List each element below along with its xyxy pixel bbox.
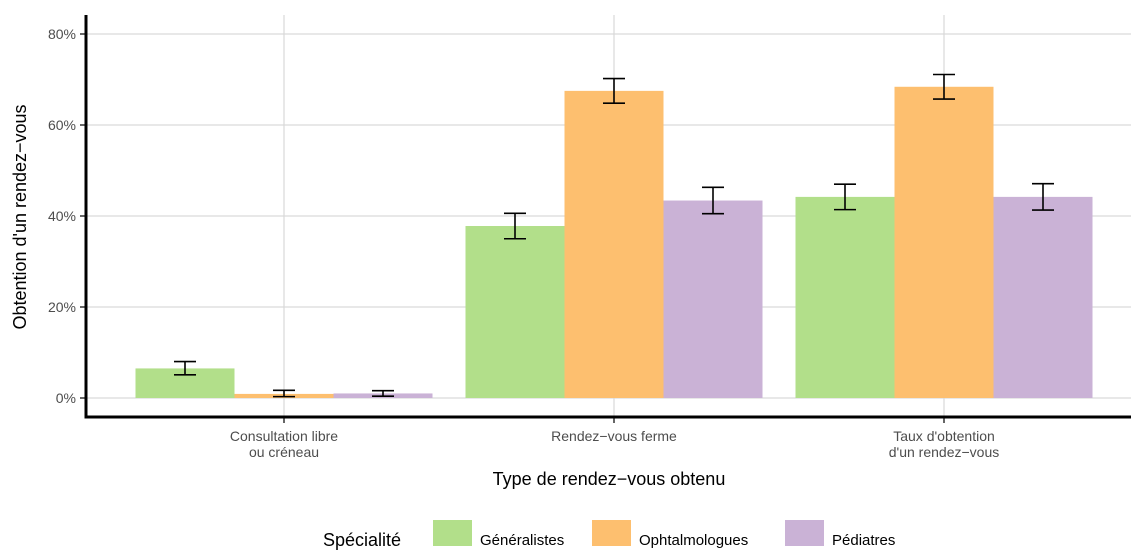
x-tick-label: Rendez−vous ferme xyxy=(551,428,677,444)
y-tick-label: 80% xyxy=(48,26,76,42)
error-bar xyxy=(702,186,724,215)
bar xyxy=(795,196,895,398)
legend-key xyxy=(785,520,824,546)
error-bars-layer xyxy=(174,73,1054,398)
legend-key xyxy=(592,520,631,546)
error-bar xyxy=(834,183,856,211)
x-axis-title: Type de rendez−vous obtenu xyxy=(493,469,726,489)
error-bar xyxy=(174,360,196,376)
bar xyxy=(993,196,1093,398)
legend-label: Pédiatres xyxy=(832,532,895,549)
legend-label: Généralistes xyxy=(480,532,564,549)
error-bar xyxy=(933,73,955,100)
error-bar xyxy=(603,77,625,104)
y-tick-label: 60% xyxy=(48,117,76,133)
bars-layer xyxy=(135,86,1093,398)
error-bar xyxy=(372,389,394,397)
legend-title: Spécialité xyxy=(323,530,401,550)
error-bar xyxy=(1032,182,1054,211)
x-tick-label: Consultation libre xyxy=(230,428,338,444)
bar xyxy=(663,200,763,398)
error-bar xyxy=(504,212,526,240)
y-tick-label: 0% xyxy=(56,390,76,406)
x-tick-label: d'un rendez−vous xyxy=(889,444,999,460)
error-bar xyxy=(273,389,295,398)
x-tick-label: Taux d'obtention xyxy=(893,428,995,444)
bar xyxy=(894,86,994,398)
y-tick-labels: 0% 20% 40% 60% 80% xyxy=(48,26,76,406)
bar xyxy=(465,226,565,398)
y-tick-label: 20% xyxy=(48,299,76,315)
x-tick-label: ou créneau xyxy=(249,444,319,460)
y-tick-label: 40% xyxy=(48,208,76,224)
y-axis-title: Obtention d'un rendez−vous xyxy=(10,104,30,329)
bar xyxy=(564,90,664,398)
legend: Spécialité Généralistes Ophtalmologues Péd… xyxy=(323,520,895,550)
legend-key xyxy=(433,520,472,546)
axes xyxy=(80,15,1131,423)
legend-label: Ophtalmologues xyxy=(639,532,748,549)
